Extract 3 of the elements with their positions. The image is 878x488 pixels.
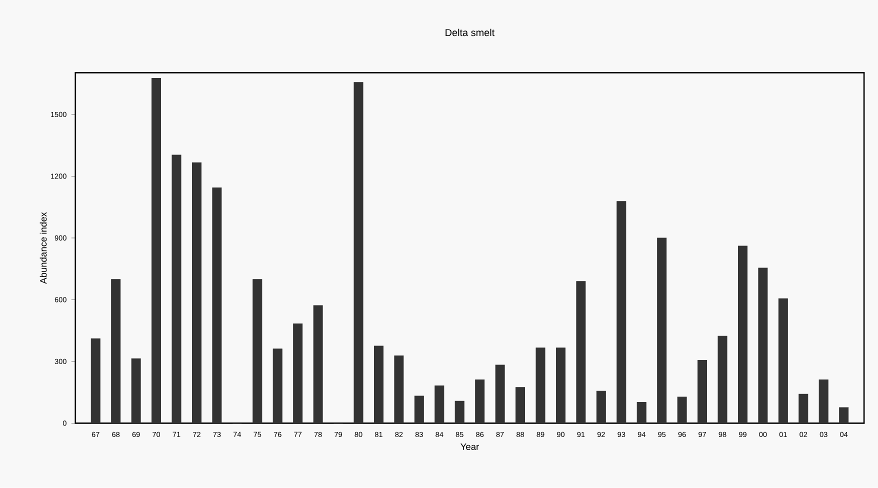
chart-title: Delta smelt (446, 28, 495, 36)
y-axis-title: Abundance index (40, 212, 47, 284)
x-axis-title: Year (460, 444, 479, 450)
